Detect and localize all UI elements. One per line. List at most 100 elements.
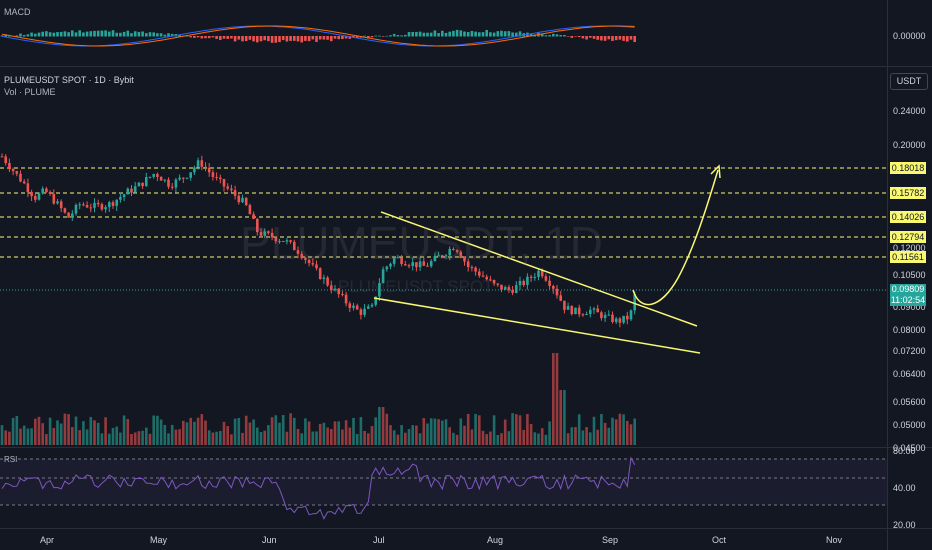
candle-body [15,171,19,174]
candle-body [570,306,574,315]
macd-histogram-bar [145,33,148,37]
macd-histogram-bar [122,31,126,37]
current-price-value: 0.09809 [891,284,925,294]
volume-bar [426,423,429,445]
candle-body [278,241,281,243]
volume-bar [540,428,544,445]
time-axis-month: Sep [602,535,619,545]
volume-bar [470,429,474,445]
macd-histogram-bar [285,36,289,42]
macd-histogram-bar [219,36,222,40]
volume-bar [404,432,407,445]
candle-body [348,303,352,308]
volume-bar [196,417,200,445]
candle-body [466,261,470,268]
macd-histogram-bar [45,31,48,37]
candle-body [455,250,459,252]
volume-bar [455,434,459,445]
candle-body [622,315,625,323]
macd-histogram-bar [418,31,422,37]
macd-label[interactable]: MACD [4,7,31,17]
volume-label[interactable]: Vol · PLUME [4,87,56,97]
candle-body [540,270,544,277]
volume-bar [507,431,511,445]
candle-body [459,251,463,258]
volume-bar [330,429,333,445]
horizontal-levels[interactable] [0,167,887,291]
volume-bar [133,432,137,445]
macd-histogram-bar [267,36,270,42]
macd-histogram-bar [570,36,574,38]
candle-body [577,307,581,315]
macd-histogram-bar [507,31,511,37]
macd-histogram-bar [19,33,22,37]
macd-histogram-bar [82,32,85,37]
macd-histogram-bar [322,36,326,40]
currency-unit-button[interactable]: USDT [890,73,928,90]
volume-bar [592,416,596,445]
candle-body [141,182,144,187]
macd-histogram-bar [626,36,629,42]
candle-body [285,240,289,242]
volume-bar [182,420,185,445]
candle-body [63,208,67,213]
candle-body [244,197,248,206]
volume-bar [559,390,562,445]
volume-bar [307,421,311,445]
candle-body [4,156,7,164]
volume-bar [352,417,355,445]
candle-body [8,163,11,170]
volume-bar [59,423,63,445]
macd-histogram-bar [429,32,433,37]
rsi-band [0,459,887,505]
macd-histogram-bar [529,33,533,37]
time-axis-month: Aug [487,535,504,545]
volume-bar [15,415,19,445]
candle-body [470,267,474,269]
volume-bar [263,430,266,445]
volume-bar [441,420,444,445]
macd-histogram-bar [622,36,625,41]
candle-body [607,314,611,316]
candle-body [133,186,137,193]
volume-bar [581,430,585,445]
macd-histogram-bar [67,32,70,37]
volume-bar [248,422,252,445]
candle-body [34,196,37,200]
candle-body [108,202,111,208]
symbol-title[interactable]: PLUMEUSDT SPOT · 1D · Bybit [4,75,134,85]
candle-body [392,257,396,264]
candle-body [233,190,237,196]
macd-histogram-bar [581,36,585,39]
candle-body [163,179,167,181]
volume-bar [11,417,15,445]
macd-histogram-bar [396,35,400,37]
macd-histogram-bar [263,36,266,41]
drawing-tools[interactable] [373,164,721,354]
candle-body [485,276,488,280]
candle-body [189,172,192,178]
volume-bar [119,432,122,445]
macd-histogram-bar [437,33,440,37]
rsi-label[interactable]: RSI [4,455,18,464]
candle-body [215,176,218,178]
volume-bar [437,419,440,445]
macd-histogram-bar [63,31,67,37]
volume-bar [296,428,300,445]
macd-histogram-bar [318,36,322,40]
macd-histogram-bar [207,36,211,39]
volume-bar [396,434,400,445]
macd-histogram-bar [48,32,52,37]
candle-body [452,248,455,251]
volume-bar [603,422,607,445]
volume-bar [385,413,389,445]
macd-histogram-bar [137,31,141,37]
macd-histogram-bar [15,35,19,37]
candle-body [145,177,148,187]
rsi-axis-tick: 40.00 [893,483,916,493]
candle-body [281,241,285,243]
volume-bar [141,430,144,445]
volume-bar [85,429,89,445]
volume-bar [252,419,255,445]
